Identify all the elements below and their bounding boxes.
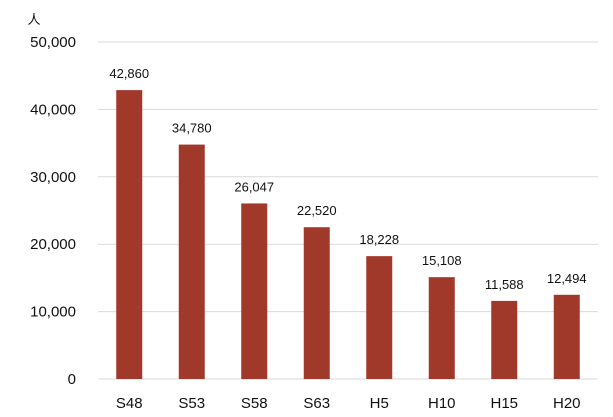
- bar-s48: [116, 90, 143, 379]
- data-labels: 42,860 34,780 26,047 22,520 18,228 15,108 11,5…: [109, 66, 586, 292]
- y-tick-label: 50,000: [30, 34, 76, 51]
- x-tick-label: H10: [428, 395, 456, 412]
- x-tick-label: S48: [116, 395, 143, 412]
- bar-h20: [553, 294, 580, 379]
- data-label: 42,860: [109, 66, 149, 81]
- bar-h5: [366, 256, 393, 379]
- data-label: 26,047: [234, 179, 274, 194]
- data-label: 12,494: [547, 271, 587, 286]
- bar-s53: [178, 144, 205, 379]
- data-label: 11,588: [485, 277, 524, 292]
- bars: [116, 90, 580, 379]
- bar-s63: [303, 227, 330, 379]
- y-tick-label: 0: [68, 371, 76, 388]
- y-axis-unit-label: 人: [27, 12, 40, 27]
- x-tick-label: S58: [241, 395, 268, 412]
- data-label: 15,108: [422, 253, 462, 268]
- y-axis-tick-labels: 0 10,000 20,000 30,000 40,000 50,000: [30, 34, 76, 388]
- y-tick-label: 10,000: [30, 304, 76, 321]
- data-label: 18,228: [359, 232, 399, 247]
- x-tick-label: S63: [303, 395, 330, 412]
- y-tick-label: 30,000: [30, 169, 76, 186]
- data-label: 22,520: [297, 203, 337, 218]
- y-tick-label: 40,000: [30, 101, 76, 118]
- bar-h10: [428, 277, 455, 379]
- x-tick-label: H20: [553, 395, 581, 412]
- y-tick-label: 20,000: [30, 236, 76, 253]
- data-label: 34,780: [172, 121, 212, 136]
- bar-h15: [491, 300, 518, 379]
- gridlines: [98, 41, 598, 380]
- x-tick-label: H5: [370, 395, 389, 412]
- x-tick-label: S53: [178, 395, 205, 412]
- bar-s58: [241, 203, 268, 379]
- x-axis-tick-labels: S48 S53 S58 S63 H5 H10 H15 H20: [116, 395, 581, 412]
- x-tick-label: H15: [490, 395, 518, 412]
